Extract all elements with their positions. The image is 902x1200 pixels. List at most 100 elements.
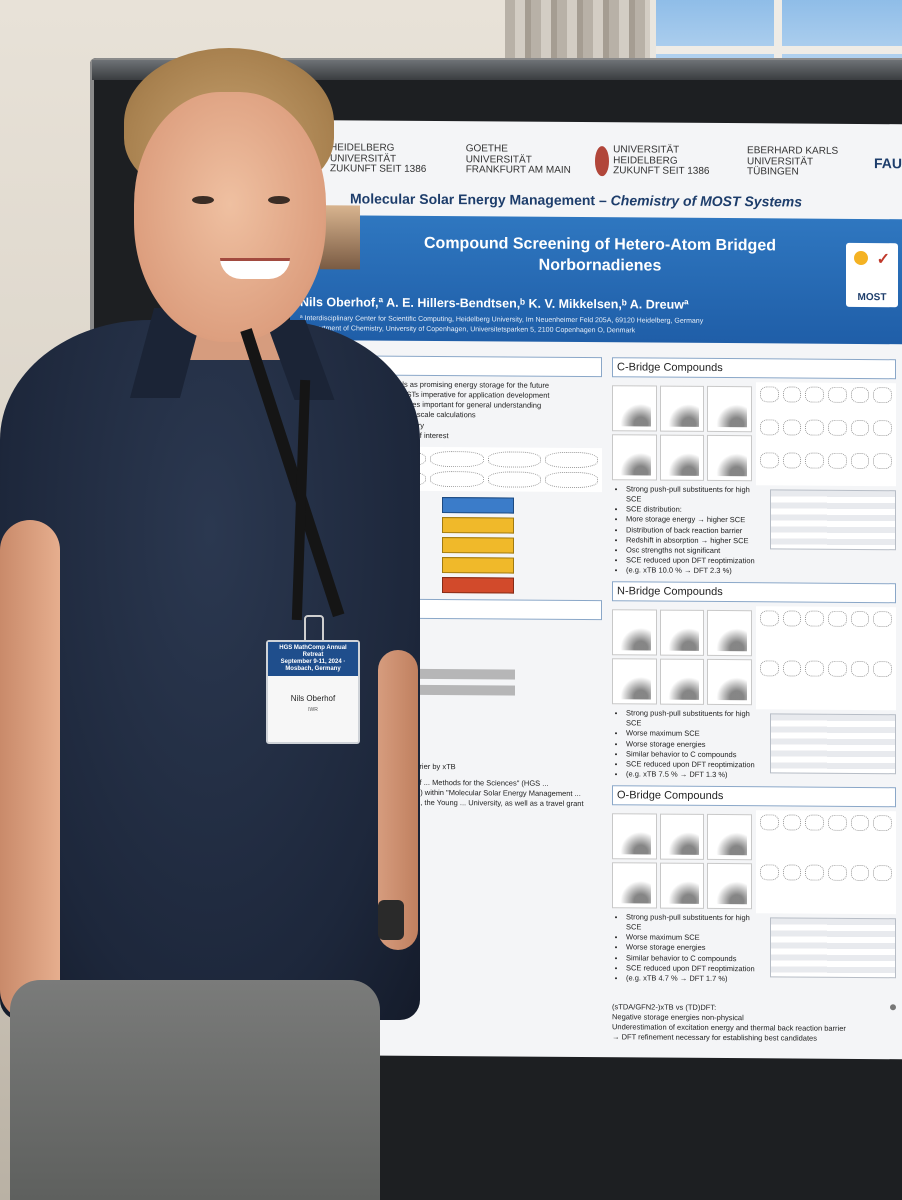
molecule-sketch	[760, 814, 779, 831]
logo-heidelberg: HEIDELBERG UNIVERSITÄT ZUKUNFT SEIT 1386	[330, 142, 442, 176]
list-item: (sTDA-xTB)	[316, 560, 356, 571]
workflow-step	[442, 556, 514, 574]
molecule-sketch	[850, 419, 870, 437]
badge-dates: September 9-11, 2024 · Mosbach, Germany	[280, 658, 346, 672]
methods-fragments: directly @ A/B directly @ A/B A and/or B…	[312, 490, 436, 593]
list-item: Similar behavior to C compounds	[626, 749, 766, 760]
scatter-plot	[612, 385, 657, 432]
molecule-sketch	[805, 610, 824, 627]
n-bridge-figures	[612, 605, 896, 711]
section-efficiency: fficiency	[312, 597, 602, 620]
logo-tubingen: EBERHARD KARLS UNIVERSITÄT TÜBINGEN	[747, 145, 850, 178]
c-bridge-structures	[756, 382, 896, 487]
scatter-plot	[612, 658, 657, 705]
poster-board-rail	[92, 60, 902, 80]
title-band: Compound Screening of Hetero-Atom Bridge…	[290, 205, 902, 345]
badge-org: IWR	[308, 706, 318, 713]
molecule-sketch	[827, 864, 847, 881]
molecule-sketch	[782, 814, 802, 831]
scatter-plot	[707, 659, 752, 706]
molecule-sketch	[850, 611, 870, 628]
poster-authors: Nils Oberhof,ª A. E. Hillers-Bendtsen,ᵇ …	[300, 295, 689, 312]
molecule-sketch	[544, 471, 598, 488]
molecule-sketch	[805, 864, 824, 881]
workflow-diagram	[442, 496, 514, 594]
logo-text: EBERHARD KARLS UNIVERSITÄT TÜBINGEN	[747, 145, 839, 178]
molecule-sketch	[873, 815, 892, 832]
header-text: Molecular Solar Energy Management	[350, 190, 596, 209]
scatter-plot	[612, 813, 657, 860]
o-bridge-structures	[756, 810, 896, 915]
molecule-sketch	[827, 386, 847, 403]
logo-seal: UNIVERSITÄT HEIDELBERG ZUKUNFT SEIT 1386	[594, 145, 723, 177]
molecule-sketch	[782, 419, 802, 436]
list-item: (e.g. xTB 4.7 % → DFT 1.7 %)	[626, 973, 766, 984]
molecule-sketch	[373, 450, 427, 467]
scatter-plot	[659, 609, 705, 657]
list-item: Strong push-pull substituents for high S…	[626, 912, 766, 933]
molecule-sketch	[316, 469, 370, 487]
section-motivation: Motivation	[312, 355, 602, 378]
molecule-sketch	[782, 610, 802, 627]
list-item: Strong push-pull substituents for high S…	[626, 484, 766, 505]
n-bridge-list: Strong push-pull substituents for high S…	[612, 708, 766, 780]
header-italic: Chemistry of MOST Systems	[610, 192, 803, 210]
logo-text: HEIDELBERG UNIVERSITÄT ZUKUNFT SEIT 1386	[330, 142, 427, 176]
c-bridge-text: Strong push-pull substituents for high S…	[612, 484, 896, 583]
logo-text: GOETHE UNIVERSITÄT FRANKFURT AM MAIN	[465, 143, 571, 177]
molecule-sketch	[805, 419, 824, 436]
molecule-sketch	[782, 863, 802, 881]
molecule-sketch	[760, 610, 779, 627]
scatter-plot	[659, 813, 705, 860]
molecule-sketch	[760, 419, 779, 436]
motivation-list: Molecular solar thermals as promising en…	[312, 379, 602, 442]
molecule-sketch	[487, 451, 541, 468]
list-item: Worse maximum SCE	[626, 729, 766, 740]
molecule-sketch	[850, 660, 870, 677]
badge-header: HGS MathComp Annual Retreat September 9-…	[268, 642, 358, 676]
molecule-sketch	[760, 386, 779, 403]
molecule-sketch	[373, 470, 427, 487]
molecule-sketch	[544, 451, 598, 468]
molecule-sketch	[873, 387, 892, 404]
poster-title: Compound Screening of Hetero-Atom Bridge…	[424, 234, 776, 275]
molecule-sketch	[850, 814, 870, 832]
section-c-bridge: C-Bridge Compounds	[612, 357, 896, 380]
molecule-sketch	[827, 814, 847, 831]
list-item: SCE reduced upon DFT reoptimization	[626, 963, 766, 974]
molecule-sketch	[827, 452, 847, 469]
molecule-sketch	[850, 386, 870, 404]
list-item: Distribution of back reaction barrier	[626, 525, 766, 536]
conclusion-line: → DFT refinement necessary for establish…	[612, 1032, 817, 1044]
molecule-sketch	[782, 452, 802, 469]
badge-event: HGS MathComp Annual Retreat	[279, 645, 347, 658]
scatter-plot	[707, 813, 752, 861]
molecule-sketch	[827, 660, 847, 677]
list-item: Worse storage energies	[626, 943, 766, 954]
list-item: Redshift in absorption → higher SCE	[626, 535, 766, 546]
name-badge: HGS MathComp Annual Retreat September 9-…	[266, 640, 360, 744]
scatter-plot	[659, 434, 705, 481]
scatter-plot	[659, 658, 705, 706]
o-bridge-text: Strong push-pull substituents for high S…	[612, 912, 896, 991]
molecule-sketch	[430, 450, 484, 468]
o-bridge-table	[770, 917, 896, 979]
molecule-sketch	[873, 420, 892, 437]
n-bridge-table	[770, 713, 896, 775]
molecule-sketch	[827, 610, 847, 628]
dfg-logo: DFG	[312, 814, 331, 825]
affiliation-a: ª Interdisciplinary Center for Scientifi…	[300, 315, 704, 325]
list-item: Worse storage energies	[626, 739, 766, 750]
scatter-plot	[612, 862, 657, 909]
list-item: (e.g. xTB 7.5 % → DFT 1.3 %)	[626, 769, 766, 780]
molecule-sketch	[760, 452, 779, 469]
logo-fau: FAU	[874, 155, 902, 171]
scatter-plot	[707, 434, 752, 482]
list-item: GFN2-xTB)	[316, 540, 355, 550]
molecule-sketch	[873, 611, 892, 628]
molecule-sketch	[850, 452, 870, 470]
window-transom	[656, 46, 902, 54]
methods-structures	[312, 445, 602, 492]
most-logo: ✓ MOST	[846, 242, 898, 308]
red-seal-icon	[594, 146, 610, 177]
